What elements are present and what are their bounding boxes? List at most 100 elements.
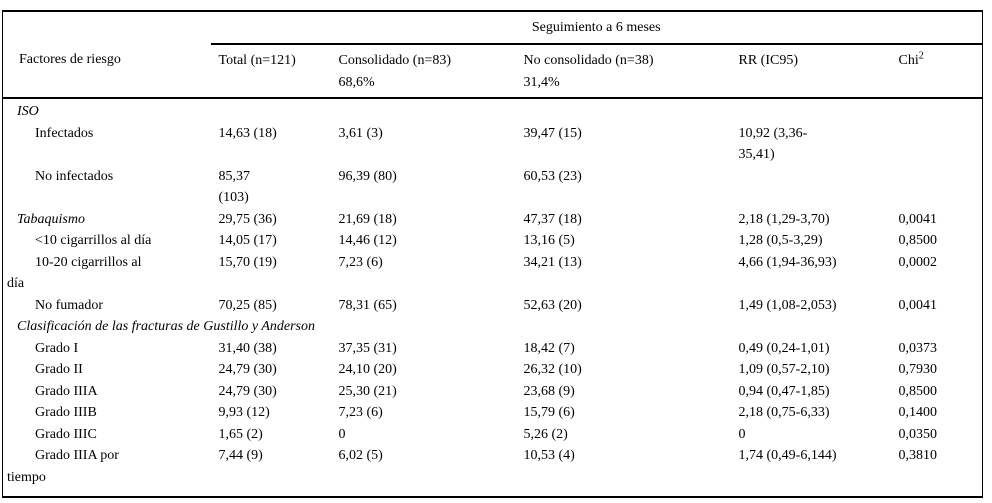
table-row: Grado II 24,79 (30) 24,10 (20) 26,32 (10) 1,… <box>3 359 983 381</box>
cell-value: 31,40 (38) <box>218 340 277 356</box>
cell-value: 25,30 (21) <box>338 383 397 399</box>
table-row: No fumador 70,25 (85) 78,31 (65) 52,63 (20)… <box>3 295 983 317</box>
cell-value: 37,35 (31) <box>338 340 397 356</box>
cell-value: 60,53 (23) <box>523 168 582 184</box>
cell-value: 1,49 (1,08-2,053) <box>738 297 837 313</box>
row-label: Infectados <box>35 125 94 141</box>
table-row: Grado IIIA 24,79 (30) 25,30 (21) 23,68 (9) 0… <box>3 381 983 403</box>
cell-value: 3,61 (3) <box>338 125 383 141</box>
table-header: Seguimiento a 6 meses Factores de riesgo… <box>2 11 983 99</box>
column-header-no-consolidado: No consolidado (n=38) 31,4% <box>515 44 731 99</box>
cell-value: 6,02 (5) <box>338 448 383 463</box>
cell-value: 26,32 (10) <box>523 362 582 377</box>
column-header-chi: Chi2 <box>890 44 983 99</box>
cell-value: 96,39 (80) <box>338 168 397 184</box>
row-label: No fumador <box>35 297 104 313</box>
cell-value: 1,09 (0,57-2,10) <box>738 362 830 377</box>
row-label: ISO <box>17 104 39 119</box>
cell-value: 14,05 (17) <box>218 233 277 248</box>
cell-value: 0,8500 <box>898 383 938 399</box>
table-row: Infectados 14,63 (18) 3,61 (3) 39,47 (15) 10… <box>3 123 983 166</box>
row-label: Grado I <box>35 340 79 356</box>
cell-value: 14,63 (18) <box>218 125 277 141</box>
table-row: Grado IIIB 9,93 (12) 7,23 (6) 15,79 (6) 2,18… <box>3 402 983 424</box>
cell-value: 47,37 (18) <box>523 211 582 227</box>
cell-value: 0,0350 <box>898 426 938 442</box>
row-label: Grado IIIC <box>35 426 97 442</box>
cell-value: 0,0373 <box>898 340 938 356</box>
span-header-seguimiento: Seguimiento a 6 meses <box>210 11 983 45</box>
cell-value: 0,3810 <box>898 448 938 463</box>
column-header-total: Total (n=121) <box>210 44 331 99</box>
table-row: <10 cigarrillos al día 14,05 (17) 14,46 (1… <box>3 230 983 252</box>
cell-value: 9,93 (12) <box>218 405 270 420</box>
cell-value: 39,47 (15) <box>523 125 582 141</box>
cell-value <box>891 123 983 166</box>
row-label: Grado IIIB <box>35 405 97 420</box>
cell-value: 0,0041 <box>898 297 938 313</box>
cell-value: 7,44 (9) <box>218 448 263 463</box>
column-header-row: Factores de riesgo Total (n=121) Consoli… <box>2 44 983 99</box>
cell-value: 70,25 (85) <box>218 297 277 313</box>
cell-value: 52,63 (20) <box>523 297 582 313</box>
cell-value: 0,0041 <box>898 211 938 227</box>
table-body: ISO Infectados 14,63 (18) 3,61 (3) 39,47 (15… <box>3 98 983 497</box>
cell-value: 7,23 (6) <box>338 254 383 270</box>
cell-value: 21,69 (18) <box>338 211 397 227</box>
cell-value: 0 <box>338 426 346 442</box>
row-label: <10 cigarrillos al día <box>35 233 152 248</box>
table-row: Grado IIIC 1,65 (2) 0 5,26 (2) 0 0,0350 <box>3 424 983 446</box>
cell-value: 13,16 (5) <box>523 233 575 248</box>
cell-value: 7,23 (6) <box>338 405 383 420</box>
cell-value: 24,79 (30) <box>218 362 277 377</box>
table-row: Grado I 31,40 (38) 37,35 (31) 18,42 (7) 0,49… <box>3 338 983 360</box>
cell-value: 15,79 (6) <box>523 405 575 420</box>
cell-value: 0,7930 <box>898 362 938 377</box>
cell-value: 24,10 (20) <box>338 362 397 377</box>
row-label: Grado IIIA <box>35 383 98 399</box>
section-row: Tabaquismo 29,75 (36) 21,69 (18) 47,37 (18)… <box>3 209 983 231</box>
cell-value: 78,31 (65) <box>338 297 397 313</box>
cell-value: 2,18 (1,29-3,70) <box>738 211 830 227</box>
row-label: Clasificación de las fracturas de Gustil… <box>17 319 316 334</box>
cell-value: 18,42 (7) <box>523 340 575 356</box>
column-header-rr: RR (IC95) <box>730 44 891 99</box>
table-row: No infectados 85,37 (103) 96,39 (80) 60,53 … <box>3 166 983 209</box>
chi-superscript: 2 <box>918 50 924 62</box>
table-row: Grado IIIA por tiempo 7,44 (9) 6,02 (5) 10,… <box>3 445 983 497</box>
row-label: Tabaquismo <box>17 211 85 227</box>
cell-value: 0,0002 <box>898 254 938 270</box>
column-header-factores: Factores de riesgo <box>2 44 211 99</box>
cell-value: 1,74 (0,49-6,144) <box>738 448 837 463</box>
table-container: Seguimiento a 6 meses Factores de riesgo… <box>2 10 983 498</box>
cell-value: 34,21 (13) <box>523 254 582 270</box>
cell-value: 10,53 (4) <box>523 448 575 463</box>
cell-value: 0,49 (0,24-1,01) <box>738 340 830 356</box>
table-row: 10-20 cigarrillos al día 15,70 (19) 7,23 (… <box>3 252 983 295</box>
row-label: 10-20 cigarrillos al día <box>7 254 142 292</box>
cell-value: 29,75 (36) <box>218 211 277 227</box>
cell-value: 2,18 (0,75-6,33) <box>738 405 830 420</box>
cell-value: 4,66 (1,94-36,93) <box>738 254 837 270</box>
header-spacer <box>3 11 211 44</box>
cell-value: 0,8500 <box>898 233 938 248</box>
cell-value: 10,92 (3,36- 35,41) <box>738 125 808 163</box>
row-label: No infectados <box>35 168 114 184</box>
cell-value: 14,46 (12) <box>338 233 397 248</box>
span-header-row: Seguimiento a 6 meses <box>3 11 983 45</box>
cell-value <box>731 166 891 209</box>
cell-value: 1,28 (0,5-3,29) <box>738 233 823 248</box>
section-row: ISO <box>3 98 983 123</box>
cell-value: 5,26 (2) <box>523 426 568 442</box>
cell-value <box>891 166 983 209</box>
row-label: Grado IIIA por tiempo <box>7 448 119 485</box>
column-header-consolidado: Consolidado (n=83) 68,6% <box>330 44 516 99</box>
cell-value: 85,37 (103) <box>218 168 251 206</box>
row-label: Grado II <box>35 362 83 377</box>
cell-value: 0 <box>738 426 746 442</box>
section-row: Clasificación de las fracturas de Gustil… <box>3 316 983 338</box>
risk-factors-table: Seguimiento a 6 meses Factores de riesgo… <box>2 10 983 498</box>
cell-value: 0,1400 <box>898 405 938 420</box>
chi-label: Chi <box>898 53 919 68</box>
